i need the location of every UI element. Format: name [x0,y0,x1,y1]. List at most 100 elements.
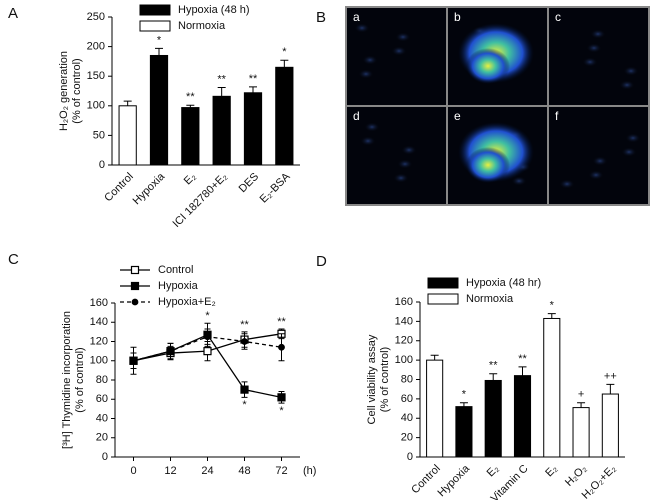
error-bar [459,402,468,407]
legend-label: Hypoxia+E₂ [158,296,216,308]
y-tick-label: 140 [395,315,413,327]
fluorescent-cells [466,147,510,183]
cell-glow [358,69,374,79]
annotation: * [279,405,284,417]
legend-swatch [427,293,459,305]
annotation: * [550,300,555,312]
error-bar [489,373,498,381]
x-tick-label: 12 [164,465,176,477]
legend-label: Hypoxia [158,280,199,292]
bar [484,379,502,458]
bar [243,92,263,166]
tile-label: b [454,10,461,24]
y-tick-label: 120 [90,335,108,347]
cell-glow [590,29,606,39]
image-grid: a b c d e f [347,8,648,204]
y-axis-label: [³H] Thymidine incorporation [61,311,73,449]
tile-label: d [353,109,360,123]
cell-glow [559,179,575,189]
tile-label: e [454,109,461,123]
panel-label: A [8,5,18,22]
annotation: * [282,46,287,58]
bar [149,54,169,166]
y-tick-label: 0 [407,451,413,463]
y-tick-label: 100 [90,355,108,367]
annotation: ** [186,91,195,103]
annotation: * [157,34,162,46]
y-axis-label: H₂O₂ generation [58,51,70,131]
bar [513,375,532,458]
bar [601,393,619,458]
cell-glow [588,170,604,180]
cell-glow [395,32,411,42]
cell-glow [621,147,637,157]
bar [455,406,473,458]
cell-glow [619,80,635,90]
tile-label: a [353,10,360,24]
x-tick-label: DES [237,171,261,195]
y-tick-label: 50 [93,129,105,141]
cell-glow [364,122,380,132]
x-tick-label: Hypoxia [436,462,473,499]
legend-marker [131,298,139,306]
point [204,333,211,341]
legend-label: Normoxia [466,293,514,305]
y-tick-label: 140 [90,316,108,328]
point [203,347,212,356]
image-tile [347,107,446,204]
error-bar [249,86,257,93]
bar [118,105,137,166]
error-bar [606,383,615,395]
point [241,338,248,345]
y-tick-label: 100 [395,354,413,366]
cell-glow [511,176,527,186]
annotation: ** [277,316,286,328]
y-tick-label: 120 [395,335,413,347]
image-tile [347,8,446,105]
legend-label: Hypoxia (48 h) [178,4,250,16]
annotation: * [462,389,467,401]
cell-glow [362,55,378,65]
y-tick-label: 20 [401,432,413,444]
annotation: ** [217,73,226,85]
error-bar [155,47,163,56]
y-tick-label: 60 [401,393,413,405]
cell-glow [582,57,598,67]
panel-label: C [8,251,19,268]
legend-label: Hypoxia (48 hr) [466,277,541,289]
x-tick-label: E₂ [182,171,199,188]
tile-label: c [555,10,561,24]
y-tick-label: 0 [99,159,105,171]
x-tick-label: E₂ [485,463,502,480]
y-tick-label: 20 [96,432,108,444]
panel-label: B [316,9,326,26]
x-tick-label: 72 [275,465,287,477]
y-axis-label: (% of control) [74,347,86,412]
error-bar [280,59,289,68]
bar [181,107,200,166]
x-tick-label: 48 [238,465,250,477]
point [278,343,285,351]
cell-glow [360,136,376,146]
y-axis-label: (% of control) [71,58,83,123]
y-tick-label: 80 [401,373,413,385]
cell-glow [592,156,608,166]
legend-swatch [427,277,459,289]
y-tick-label: 150 [87,70,105,82]
cell-glow [393,173,409,183]
legend-marker [130,281,140,291]
legend-swatch [139,4,171,16]
error-bar [430,354,439,361]
legend-label: Control [158,264,193,276]
bar [275,66,294,166]
error-bar [547,313,556,319]
x-tick-label: H₂O₂ [563,463,589,489]
tile-label: f [555,109,559,123]
y-tick-label: 40 [96,412,108,424]
y-tick-label: 60 [96,393,108,405]
x-tick-label: E₂ [543,463,560,480]
error-bar [123,100,132,106]
x-tick-label: 0 [130,465,136,477]
cell-glow [354,23,370,33]
